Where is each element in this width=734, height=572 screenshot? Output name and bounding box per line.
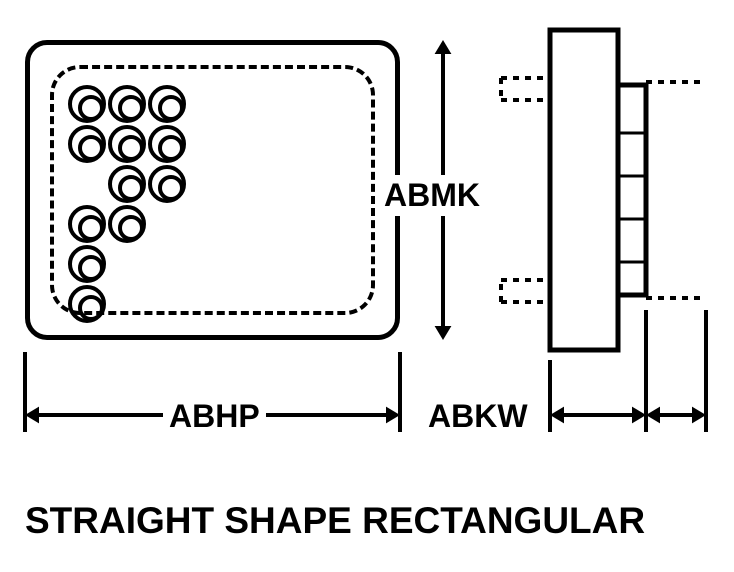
diagram-canvas: ABMK ABHP ABKW STRAIGHT SHAPE RECTANGULA… (0, 0, 734, 572)
dim-label-abhp: ABHP (163, 398, 266, 435)
line-overlay (0, 0, 734, 572)
dim-label-abkw: ABKW (428, 398, 528, 435)
dim-label-abmk: ABMK (384, 175, 480, 216)
diagram-title: STRAIGHT SHAPE RECTANGULAR (25, 500, 645, 542)
